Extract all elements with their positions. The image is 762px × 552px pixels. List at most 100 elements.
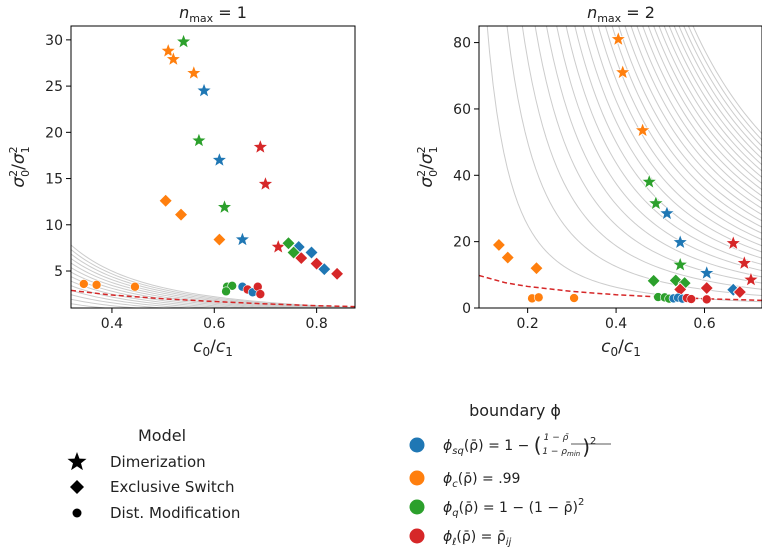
legend-item-phi-c: ϕc(ρ̄) = .99 <box>408 469 520 490</box>
legend-item-dist-modification: Dist. Modification <box>72 504 240 522</box>
legend-label: Exclusive Switch <box>110 478 234 496</box>
iso-curve <box>521 26 762 290</box>
iso-curve <box>678 26 762 153</box>
point-dot-green <box>227 281 237 291</box>
point-star-green <box>174 32 193 50</box>
point-star-red <box>724 234 742 251</box>
iso-curve <box>590 26 762 247</box>
y-ticks: 5 10 15 20 25 30 <box>45 33 71 280</box>
iso-curve <box>618 26 762 222</box>
iso-curve <box>636 26 762 203</box>
point-star-blue <box>233 230 252 247</box>
legend-boundary: boundary ϕ ϕsq(ρ̄) = 1 − (1 − ρ̄ 1 − ρmin… <box>408 401 611 548</box>
point-dot-red <box>701 294 712 305</box>
point-star-blue <box>195 81 213 99</box>
point-diamond-orange <box>173 207 189 222</box>
x-tick-label: 0.6 <box>693 316 715 332</box>
point-star-green <box>215 198 234 215</box>
legend-formula-phi-l: ϕℓ(ρ̄) = ρ̄ij <box>443 529 511 548</box>
panel-title-nmax-1: nmax = 1 <box>179 3 247 25</box>
color-swatch-icon <box>408 436 426 454</box>
iso-curve <box>71 258 332 308</box>
point-diamond-red <box>699 281 714 296</box>
color-swatch-icon <box>408 469 426 487</box>
point-diamond-green <box>281 236 296 251</box>
point-diamond-orange <box>500 250 515 265</box>
y-tick-label: 25 <box>45 79 63 95</box>
y-tick-label: 20 <box>45 125 63 141</box>
iso-curve <box>486 26 762 303</box>
legend-formula-phi-sq: ϕsq(ρ̄) = 1 − (1 − ρ̄ 1 − ρmin)2 <box>443 433 596 459</box>
point-star-red <box>256 174 275 192</box>
legend-model: Model Dimerization Exclusive Switch Dist… <box>67 426 240 522</box>
point-star-orange <box>159 41 177 59</box>
iso-curve <box>565 26 762 265</box>
iso-curves <box>486 26 762 303</box>
x-axis-label: c0/c1 <box>193 337 233 359</box>
iso-curve <box>71 262 315 308</box>
iso-curve <box>71 244 355 308</box>
iso-curve <box>668 26 762 166</box>
legend-model-title: Model <box>138 426 186 445</box>
point-star-orange <box>614 63 632 80</box>
iso-curve <box>71 271 280 308</box>
point-star-blue <box>698 264 716 281</box>
iso-curve <box>71 285 219 308</box>
iso-curve <box>71 267 298 308</box>
point-diamond-blue <box>317 262 332 277</box>
iso-curve <box>673 26 762 159</box>
point-dot-red <box>255 289 266 299</box>
boundary-curve <box>71 289 355 308</box>
chart-panel-nmax-2: nmax = 2 0.2 0.4 0.6 0 20 40 60 80 c0/c1 σ20/σ… <box>415 3 762 359</box>
y-tick-label: 10 <box>45 218 63 234</box>
x-tick-label: 0.4 <box>605 316 627 332</box>
point-diamond-blue <box>304 245 319 260</box>
legend-item-phi-q: ϕq(ρ̄) = 1 − (1 − ρ̄)2 <box>408 497 584 519</box>
dot-marker-icon <box>72 508 82 518</box>
y-tick-label: 80 <box>453 36 471 52</box>
y-tick-label: 20 <box>453 235 471 251</box>
point-dot-red <box>686 294 697 304</box>
y-tick-label: 30 <box>45 33 63 49</box>
iso-curve <box>597 26 762 240</box>
chart-panel-nmax-1: nmax = 1 0.4 0.6 0.8 5 10 15 20 25 30 c0/c1 σ20… <box>7 3 356 359</box>
x-tick-label: 0.4 <box>101 316 123 332</box>
point-star-green <box>647 194 665 211</box>
iso-curve <box>71 276 261 308</box>
point-diamond-orange <box>491 237 506 253</box>
y-axis-label: σ20/σ21 <box>415 146 440 187</box>
legend-formula-phi-c: ϕc(ρ̄) = .99 <box>443 471 520 490</box>
iso-curve <box>658 26 762 178</box>
point-star-red <box>251 137 270 155</box>
point-star-red <box>742 270 760 288</box>
data-points <box>491 30 760 305</box>
iso-curve <box>683 26 762 147</box>
legend-item-exclusive-switch: Exclusive Switch <box>70 478 234 496</box>
point-star-blue <box>658 204 676 221</box>
x-tick-label: 0.2 <box>517 316 539 332</box>
plot-frame <box>70 25 356 309</box>
point-star-red <box>735 254 754 271</box>
y-axis-label: σ20/σ21 <box>7 146 32 187</box>
point-star-green <box>640 172 658 190</box>
point-diamond-orange <box>158 193 173 208</box>
point-diamond-green <box>646 273 661 288</box>
iso-curve <box>647 26 762 191</box>
iso-curve <box>506 26 762 297</box>
iso-curve <box>692 26 762 135</box>
x-ticks: 0.4 0.6 0.8 <box>101 308 328 332</box>
iso-curve <box>630 26 762 209</box>
point-dot-orange <box>78 279 89 289</box>
data-points <box>78 32 345 299</box>
point-star-orange <box>185 64 203 81</box>
boundary-curve <box>479 274 762 302</box>
iso-curve <box>582 26 762 253</box>
iso-curve <box>71 249 355 308</box>
plot-frame <box>478 25 762 309</box>
point-star-orange <box>609 30 627 47</box>
iso-curve <box>71 280 241 308</box>
legend-label: Dimerization <box>110 453 206 471</box>
point-dot-orange <box>533 292 544 303</box>
legend-formula-phi-q: ϕq(ρ̄) = 1 − (1 − ρ̄)2 <box>443 497 584 519</box>
legend-label: Dist. Modification <box>110 504 240 522</box>
